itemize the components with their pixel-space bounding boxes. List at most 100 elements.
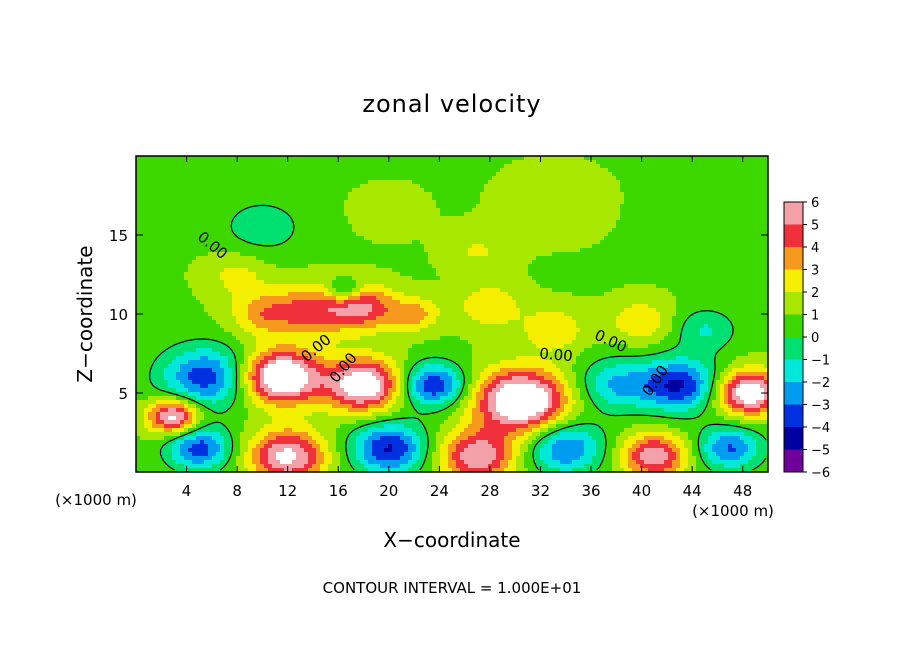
field-cell: [464, 220, 469, 225]
field-cell: [404, 224, 409, 229]
field-cell: [564, 264, 569, 269]
field-cell: [272, 164, 277, 169]
field-cell: [244, 268, 249, 273]
field-cell: [232, 224, 237, 229]
field-cell: [376, 268, 381, 273]
field-cell: [724, 256, 729, 261]
field-cell: [136, 268, 141, 273]
field-cell: [208, 244, 213, 249]
field-cell: [276, 180, 281, 185]
field-cell: [252, 248, 257, 253]
field-cell: [156, 276, 161, 281]
field-cell: [220, 232, 225, 237]
field-cell: [688, 228, 693, 233]
field-cell: [524, 248, 529, 253]
field-cell: [304, 232, 309, 237]
field-cell: [692, 220, 697, 225]
field-cell: [596, 252, 601, 257]
field-cell: [616, 208, 621, 213]
field-cell: [560, 208, 565, 213]
field-cell: [668, 184, 673, 189]
field-cell: [344, 188, 349, 193]
field-cell: [360, 184, 365, 189]
field-cell: [312, 260, 317, 265]
field-cell: [336, 208, 341, 213]
field-cell: [448, 196, 453, 201]
field-cell: [168, 236, 173, 241]
field-cell: [352, 172, 357, 177]
field-cell: [352, 276, 357, 281]
field-cell: [148, 188, 153, 193]
field-cell: [152, 268, 157, 273]
field-cell: [384, 256, 389, 261]
field-cell: [748, 240, 753, 245]
field-cell: [320, 280, 325, 285]
field-cell: [568, 192, 573, 197]
field-cell: [516, 176, 521, 181]
field-cell: [240, 168, 245, 173]
field-cell: [624, 216, 629, 221]
field-cell: [696, 260, 701, 265]
field-cell: [172, 180, 177, 185]
field-cell: [412, 180, 417, 185]
field-cell: [584, 272, 589, 277]
field-cell: [396, 196, 401, 201]
field-cell: [480, 156, 485, 161]
field-cell: [588, 268, 593, 273]
field-cell: [328, 164, 333, 169]
field-cell: [308, 272, 313, 277]
field-cell: [192, 260, 197, 265]
field-cell: [500, 156, 505, 161]
field-cell: [560, 220, 565, 225]
field-cell: [508, 276, 513, 281]
field-cell: [560, 272, 565, 277]
field-cell: [384, 220, 389, 225]
field-cell: [340, 276, 345, 281]
field-cell: [188, 216, 193, 221]
field-cell: [324, 176, 329, 181]
field-cell: [248, 248, 253, 253]
field-cell: [224, 192, 229, 197]
field-cell: [172, 224, 177, 229]
field-cell: [200, 276, 205, 281]
field-cell: [164, 184, 169, 189]
field-cell: [432, 168, 437, 173]
field-cell: [212, 212, 217, 217]
field-cell: [228, 224, 233, 229]
field-cell: [492, 248, 497, 253]
field-cell: [216, 156, 221, 161]
field-cell: [668, 268, 673, 273]
field-cell: [464, 244, 469, 249]
field-cell: [196, 252, 201, 257]
field-cell: [596, 208, 601, 213]
field-cell: [408, 212, 413, 217]
field-cell: [340, 156, 345, 161]
field-cell: [508, 220, 513, 225]
field-cell: [656, 188, 661, 193]
field-cell: [548, 236, 553, 241]
field-cell: [676, 160, 681, 165]
field-cell: [324, 252, 329, 257]
field-cell: [368, 276, 373, 281]
field-cell: [200, 264, 205, 269]
field-cell: [640, 276, 645, 281]
field-cell: [724, 180, 729, 185]
field-cell: [728, 252, 733, 257]
field-cell: [644, 176, 649, 181]
field-cell: [184, 224, 189, 229]
field-cell: [308, 192, 313, 197]
field-cell: [560, 160, 565, 165]
field-cell: [400, 208, 405, 213]
field-cell: [564, 160, 569, 165]
field-cell: [568, 228, 573, 233]
field-cell: [568, 196, 573, 201]
field-cell: [468, 164, 473, 169]
field-cell: [444, 248, 449, 253]
field-cell: [640, 156, 645, 161]
field-cell: [420, 180, 425, 185]
field-cell: [252, 220, 257, 225]
field-cell: [716, 256, 721, 261]
field-cell: [652, 268, 657, 273]
field-cell: [232, 252, 237, 257]
field-cell: [204, 260, 209, 265]
